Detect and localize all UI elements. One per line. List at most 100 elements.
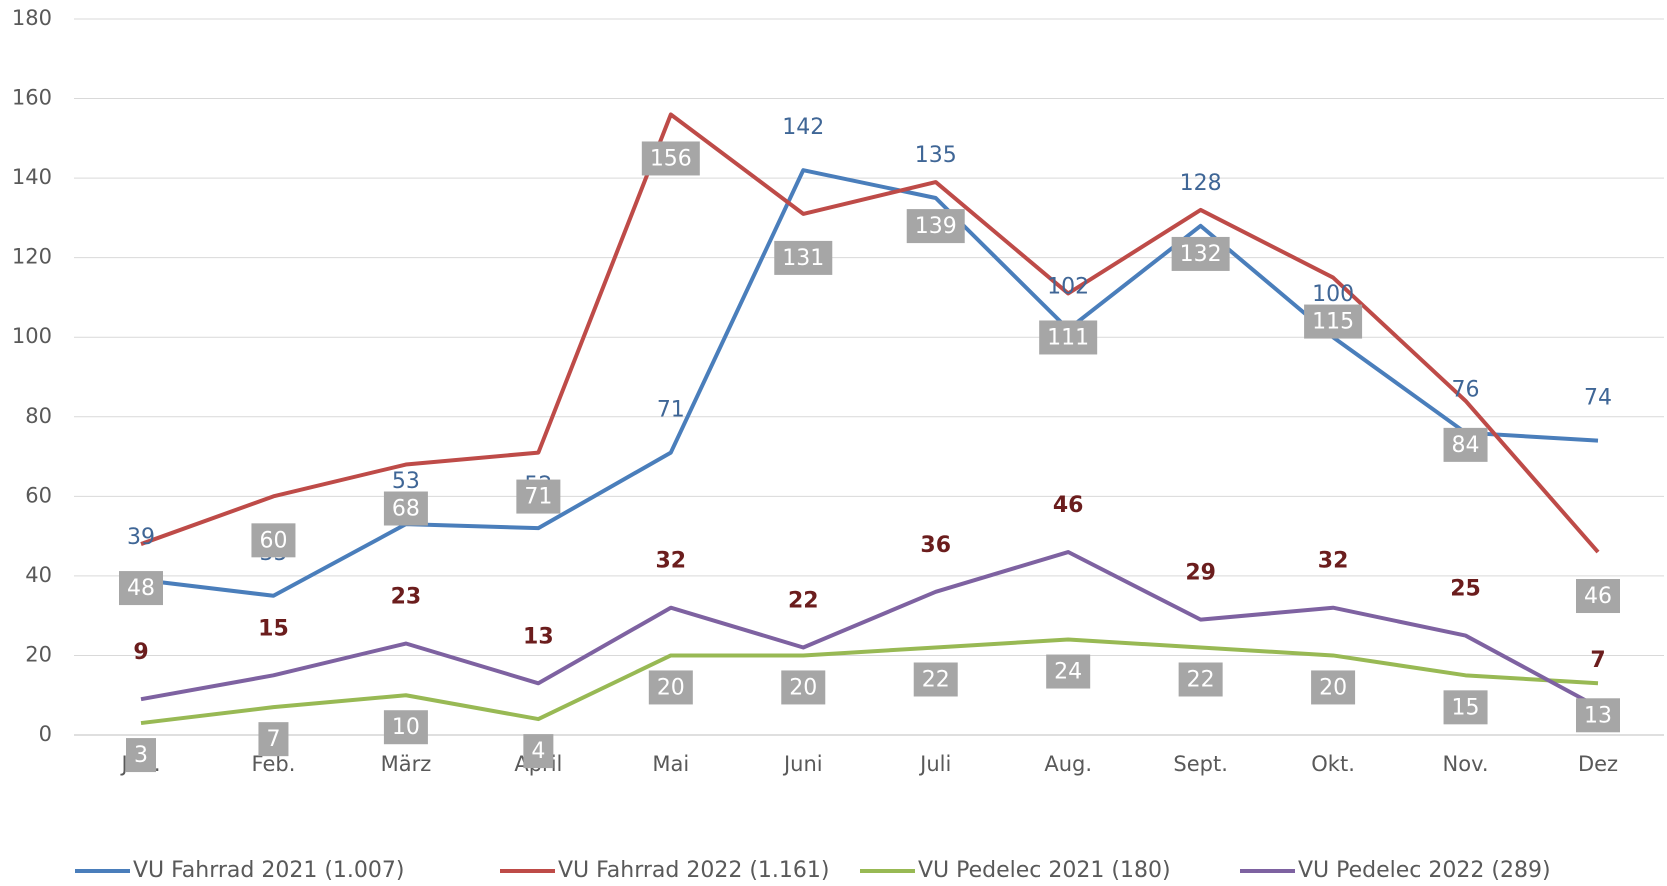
data-label-box (1304, 304, 1363, 339)
data-label-box (516, 479, 561, 514)
y-tick-label: 180 (12, 6, 52, 30)
data-label-text: 22 (922, 667, 950, 692)
data-label-box (1576, 579, 1620, 614)
y-tick-label: 60 (25, 483, 52, 507)
data-label: 132 (1171, 236, 1230, 271)
data-label-text: 13 (1584, 703, 1612, 728)
x-tick-label: Nov. (1443, 752, 1489, 776)
data-label-box (1178, 662, 1223, 697)
data-label-text: 111 (1047, 325, 1089, 350)
x-tick-label: Juni (782, 752, 823, 776)
data-label: 32 (1318, 549, 1349, 574)
data-label: 9 (133, 640, 148, 665)
data-label-text: 4 (531, 739, 545, 764)
data-label-box (383, 491, 428, 526)
legend-label: VU Fahrrad 2021 (1.007) (133, 858, 404, 883)
series-line (140, 637, 1599, 726)
data-label-text: 48 (127, 576, 155, 601)
data-label: 156 (641, 141, 700, 176)
data-label-box (648, 670, 693, 705)
data-label: 128 (1180, 171, 1222, 196)
series-line (140, 112, 1600, 554)
data-label: 48 (119, 571, 163, 606)
data-label: 115 (1304, 304, 1363, 339)
data-label: 10 (383, 710, 428, 745)
data-label: 7 (1590, 648, 1605, 673)
data-label-box (523, 734, 554, 769)
data-label: 20 (781, 670, 826, 705)
data-label: 22 (913, 662, 958, 697)
y-tick-label: 100 (12, 324, 52, 348)
x-tick-label: Juli (918, 752, 951, 776)
data-label-box (906, 209, 965, 244)
data-label-text: 71 (524, 485, 552, 510)
data-label-box (913, 662, 958, 697)
data-label-box (1443, 690, 1488, 725)
data-label: 20 (1311, 670, 1356, 705)
y-tick-label: 40 (25, 563, 52, 587)
data-label: 46 (1576, 579, 1620, 614)
data-label: 71 (657, 398, 685, 423)
data-label-text: 115 (1312, 310, 1354, 335)
y-tick-label: 20 (25, 642, 52, 666)
data-label-box (1311, 670, 1356, 705)
data-label: 142 (782, 115, 824, 140)
y-tick-label: 120 (12, 245, 52, 269)
data-label: 68 (383, 491, 428, 526)
data-label: 76 (1452, 378, 1480, 403)
data-label-box (641, 141, 700, 176)
data-label-box (1046, 654, 1091, 689)
data-label-box (126, 738, 156, 773)
data-label: 20 (648, 670, 693, 705)
data-label-text: 68 (392, 497, 420, 522)
data-label-text: 132 (1180, 242, 1222, 267)
data-label: 4 (523, 734, 554, 769)
data-label: 131 (774, 240, 833, 275)
data-label: 39 (127, 525, 155, 550)
data-label-text: 20 (657, 675, 685, 700)
data-label: 15 (258, 616, 289, 641)
data-label: 22 (788, 588, 819, 613)
data-label-box (1039, 320, 1098, 355)
x-tick-label: März (381, 752, 432, 776)
data-label-text: 60 (259, 528, 287, 553)
data-label-text: 156 (650, 146, 692, 171)
data-label-text: 22 (1187, 667, 1215, 692)
series-line (140, 168, 1599, 598)
data-label: 13 (523, 624, 554, 649)
data-label: 102 (1047, 274, 1089, 299)
series-line (140, 550, 1599, 709)
data-label-box (119, 571, 163, 606)
x-tick-label: Mai (652, 752, 689, 776)
y-tick-label: 0 (39, 722, 52, 746)
data-label-text: 24 (1054, 660, 1082, 685)
data-label-text: 20 (789, 675, 817, 700)
data-label: 3 (126, 738, 156, 773)
y-tick-label: 160 (12, 86, 52, 110)
legend-item: VU Pedelec 2021 (180) (860, 858, 1171, 883)
data-label-box (1576, 698, 1620, 733)
data-label: 25 (1450, 577, 1481, 602)
data-label: 13 (1576, 698, 1620, 733)
legend-item: VU Fahrrad 2021 (1.007) (75, 858, 404, 883)
data-label-text: 139 (915, 214, 957, 239)
data-label: 53 (392, 469, 420, 494)
data-label: 74 (1584, 386, 1612, 411)
y-tick-label: 80 (25, 404, 52, 428)
data-label: 22 (1178, 662, 1223, 697)
data-label: 29 (1185, 561, 1216, 586)
data-label-box (251, 523, 296, 558)
data-label: 23 (391, 585, 422, 610)
data-label-box (1443, 427, 1488, 462)
data-label: 32 (656, 549, 687, 574)
data-label: 15 (1443, 690, 1488, 725)
x-tick-label: Aug. (1044, 752, 1092, 776)
data-label-text: 3 (134, 743, 148, 768)
data-label-text: 15 (1452, 695, 1480, 720)
legend-item: VU Fahrrad 2022 (1.161) (500, 858, 829, 883)
data-label-text: 7 (266, 727, 280, 752)
data-label: 135 (915, 143, 957, 168)
data-label-text: 46 (1584, 584, 1612, 609)
x-tick-label: Dez (1578, 752, 1618, 776)
